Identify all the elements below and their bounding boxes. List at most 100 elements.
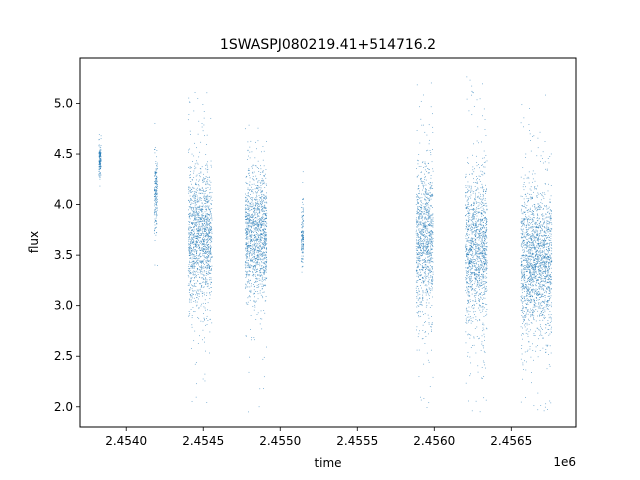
data-point: [425, 214, 427, 215]
data-point: [196, 301, 198, 303]
data-point: [99, 159, 101, 161]
data-point: [421, 243, 423, 244]
data-point: [204, 341, 205, 343]
data-point: [191, 238, 193, 239]
data-point: [468, 212, 470, 214]
data-point: [481, 242, 482, 244]
data-point: [478, 248, 480, 249]
data-point: [191, 229, 193, 231]
data-point: [189, 226, 191, 228]
data-point: [244, 209, 246, 211]
data-point: [472, 222, 474, 223]
data-point: [202, 254, 204, 256]
data-point: [199, 221, 200, 222]
data-point: [468, 209, 470, 211]
data-point: [419, 247, 421, 249]
data-point: [479, 306, 481, 308]
data-point: [261, 199, 263, 201]
data-point: [423, 181, 425, 183]
data-point: [472, 253, 473, 255]
data-point: [202, 104, 204, 105]
data-point: [210, 181, 212, 183]
data-point: [196, 222, 198, 223]
data-point: [206, 219, 207, 220]
data-point: [260, 241, 262, 243]
data-point: [482, 268, 483, 270]
data-point: [426, 225, 428, 227]
data-point: [418, 218, 420, 219]
data-point: [484, 210, 486, 212]
data-point: [301, 239, 303, 241]
data-point: [479, 285, 481, 287]
data-point: [249, 255, 251, 257]
data-point: [424, 226, 426, 228]
data-point: [200, 237, 201, 238]
data-point: [256, 222, 258, 224]
data-point: [252, 222, 254, 224]
data-point: [254, 217, 256, 219]
data-point: [262, 222, 264, 224]
data-point: [198, 215, 200, 217]
data-point: [466, 310, 468, 311]
data-point: [206, 324, 208, 325]
data-point: [257, 206, 259, 208]
data-point: [430, 225, 432, 227]
data-point: [468, 265, 470, 267]
data-point: [208, 264, 210, 266]
data-point: [258, 203, 260, 205]
data-point: [426, 291, 428, 292]
data-point: [479, 268, 481, 269]
data-point: [247, 228, 248, 230]
data-point: [416, 210, 418, 212]
data-point: [155, 179, 157, 181]
data-point: [262, 180, 264, 182]
data-point: [472, 321, 474, 322]
data-point: [420, 264, 421, 266]
data-point: [424, 169, 426, 171]
data-point: [246, 221, 248, 223]
data-point: [98, 139, 100, 141]
data-point: [473, 208, 475, 210]
data-point: [261, 226, 262, 228]
data-point: [428, 189, 430, 191]
data-point: [257, 182, 259, 184]
data-point: [188, 229, 190, 231]
data-point: [262, 252, 264, 254]
data-point: [199, 261, 201, 263]
data-point: [259, 221, 261, 223]
data-point: [198, 229, 199, 231]
data-point: [188, 265, 190, 267]
data-point: [200, 241, 202, 243]
data-point: [207, 228, 209, 230]
data-point: [427, 246, 429, 248]
data-point: [256, 287, 258, 288]
data-point: [426, 212, 428, 213]
data-point: [419, 243, 421, 245]
data-point: [471, 114, 473, 116]
data-point: [483, 236, 485, 238]
data-point: [426, 299, 428, 301]
data-point: [99, 163, 101, 165]
data-point: [481, 258, 483, 259]
data-point: [427, 201, 429, 203]
data-point: [257, 160, 259, 162]
data-point: [196, 191, 197, 193]
data-point: [245, 262, 246, 264]
data-point: [256, 257, 258, 259]
data-point: [251, 283, 252, 285]
data-point: [418, 209, 419, 210]
data-point: [478, 204, 480, 206]
data-point: [209, 331, 211, 333]
data-point: [466, 271, 468, 273]
data-point: [195, 241, 197, 243]
data-point: [416, 167, 417, 169]
data-point: [188, 239, 190, 241]
data-point: [197, 259, 199, 261]
data-point: [100, 166, 102, 168]
data-point: [478, 202, 480, 203]
data-point: [431, 254, 433, 256]
data-point: [264, 231, 266, 233]
data-point: [473, 244, 474, 246]
data-point: [207, 225, 208, 227]
data-point: [469, 299, 471, 301]
